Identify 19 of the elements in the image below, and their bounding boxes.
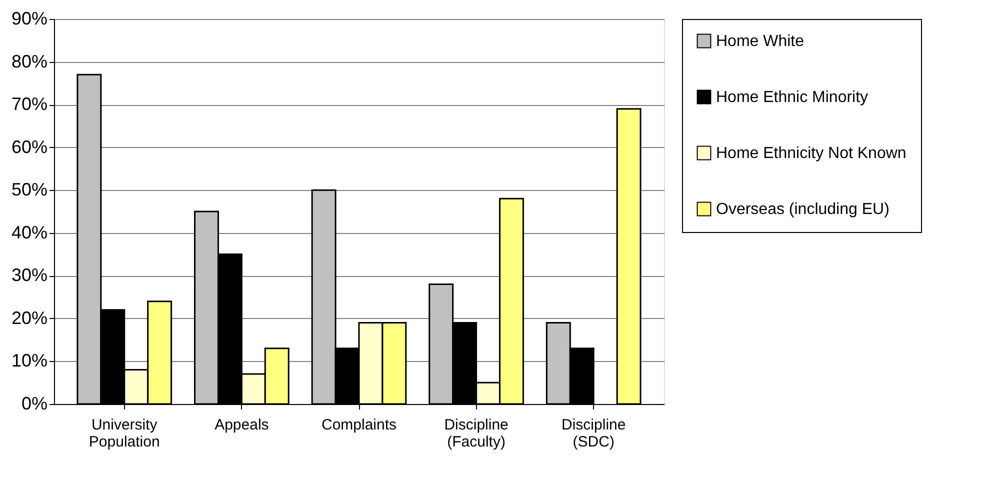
y-tick-label: 50%	[11, 180, 48, 200]
y-tick-label: 90%	[11, 8, 48, 28]
legend-label: Overseas (including EU)	[716, 201, 890, 218]
y-tick-label: 30%	[11, 265, 48, 286]
x-tick-label: Appeals	[214, 416, 269, 434]
y-tick-label: 40%	[11, 222, 48, 242]
legend-label: Home White	[716, 33, 804, 50]
y-tick-label: 20%	[11, 308, 48, 328]
x-tick-label: Discipline (Faculty)	[444, 416, 508, 450]
y-tick-label: 80%	[11, 51, 48, 72]
x-tick-label: Discipline (SDC)	[562, 416, 626, 450]
x-tick-label: University Population	[88, 416, 160, 450]
y-tick-label: 10%	[11, 350, 48, 371]
y-tick-label: 60%	[11, 136, 48, 157]
y-tick-label: 0%	[21, 394, 48, 414]
legend-label: Home Ethnic Minority	[716, 89, 868, 106]
y-tick-label: 70%	[11, 94, 48, 114]
legend-label: Home Ethnicity Not Known	[716, 145, 906, 162]
x-tick-label: Complaints	[321, 416, 397, 434]
